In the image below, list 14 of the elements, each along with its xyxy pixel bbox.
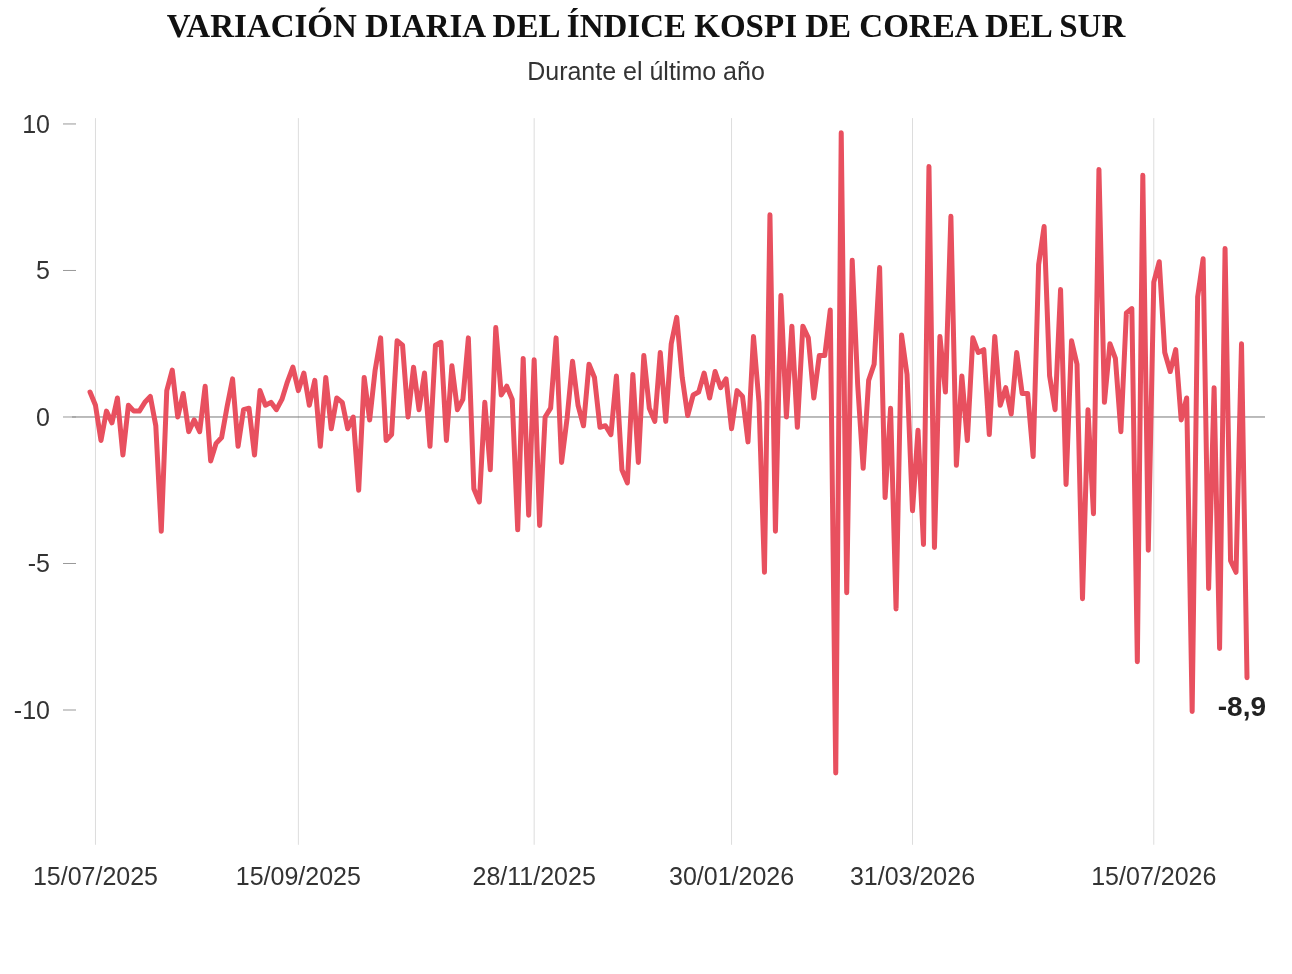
annotation: -8,9 xyxy=(1217,690,1266,722)
chart-subtitle: Durante el último año xyxy=(527,57,765,85)
y-tick-label: 0 xyxy=(36,402,50,431)
x-tick-label: 15/09/2025 xyxy=(235,862,361,890)
x-tick-label: 30/01/2026 xyxy=(669,862,795,890)
x-tick-label: 28/11/2025 xyxy=(472,862,596,890)
x-tick-label: 31/03/2026 xyxy=(849,862,976,890)
x-tick-label: 15/07/2026 xyxy=(1091,862,1217,890)
x-tick-label: 15/07/2025 xyxy=(32,862,159,890)
y-tick-label: 10 xyxy=(22,109,50,138)
y-tick-label: -5 xyxy=(27,549,50,578)
chart-title: VARIACIÓN DIARIA DEL ÍNDICE KOSPI DE COREA DEL SUR xyxy=(166,7,1127,44)
y-tick-label: -10 xyxy=(13,695,50,724)
y-tick-label: 5 xyxy=(36,256,50,285)
